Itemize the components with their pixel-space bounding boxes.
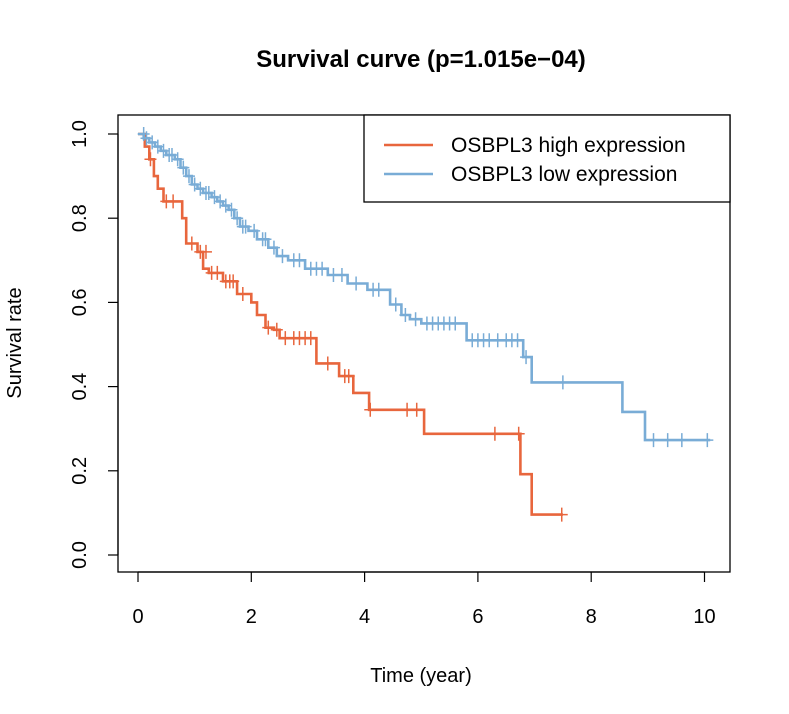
censor-mark: [199, 244, 212, 259]
legend: OSBPL3 high expression OSBPL3 low express…: [363, 114, 731, 203]
censor-mark: [342, 369, 355, 384]
censor-mark: [389, 297, 402, 312]
censor-mark: [520, 350, 533, 365]
censor-mark: [556, 375, 569, 390]
x-axis: 0 2 4 6 8 10: [132, 571, 716, 628]
censor-mark: [409, 312, 422, 327]
censor-mark: [701, 433, 714, 448]
censor-mark: [239, 219, 252, 234]
censor-mark: [364, 402, 377, 417]
censor-mark: [410, 402, 423, 417]
censor-mark: [335, 268, 348, 283]
censor-mark: [511, 333, 524, 348]
censor-mark: [262, 320, 275, 335]
y-axis-label: Survival rate: [4, 287, 26, 398]
x-axis-label: Time (year): [370, 665, 471, 687]
x-tick-label: 4: [359, 606, 370, 628]
censor-mark: [227, 274, 240, 289]
censor-mark: [276, 249, 289, 264]
y-tick-label: 0.8: [69, 204, 91, 232]
censor-mark: [647, 433, 660, 448]
censor-mark: [304, 331, 317, 346]
y-tick-label: 0.6: [69, 288, 91, 316]
censor-mark: [350, 276, 363, 291]
censor-mark: [248, 223, 261, 238]
legend-label: OSBPL3 high expression: [451, 134, 686, 157]
y-tick-label: 0.2: [69, 457, 91, 485]
x-tick-label: 2: [246, 606, 257, 628]
censor-mark: [171, 152, 184, 167]
censor-mark: [321, 356, 334, 371]
censor-mark: [185, 236, 198, 251]
x-tick-label: 10: [693, 606, 715, 628]
series-high-expression: [138, 132, 568, 522]
legend-box: [363, 114, 731, 203]
censor-mark: [231, 211, 244, 226]
y-tick-label: 1.0: [69, 120, 91, 148]
chart-title: Survival curve (p=1.015e−04): [256, 46, 586, 73]
x-tick-label: 8: [586, 606, 597, 628]
censor-mark: [675, 433, 688, 448]
legend-items: OSBPL3 high expression OSBPL3 low express…: [384, 134, 686, 186]
censor-mark: [211, 265, 224, 280]
censor-mark: [270, 322, 283, 337]
censor-mark: [512, 426, 525, 441]
censor-mark: [293, 253, 306, 268]
y-tick-label: 0.0: [69, 541, 91, 569]
censor-mark: [449, 316, 462, 331]
censor-mark: [555, 507, 568, 522]
censor-mark: [236, 286, 249, 301]
censor-mark: [225, 202, 238, 217]
censor-mark: [259, 232, 272, 247]
censor-mark: [316, 261, 329, 276]
censor-mark: [267, 240, 280, 255]
censor-mark: [144, 152, 157, 167]
y-tick-label: 0.4: [69, 373, 91, 401]
censor-mark: [488, 426, 501, 441]
x-tick-label: 6: [472, 606, 483, 628]
legend-label: OSBPL3 low expression: [451, 163, 677, 186]
censor-mark: [182, 169, 195, 184]
censor-mark: [399, 308, 412, 323]
censor-mark: [167, 194, 180, 209]
plot-area: [137, 127, 714, 522]
series-low-expression: [137, 127, 714, 448]
x-tick-label: 0: [132, 606, 143, 628]
y-axis: 0.0 0.2 0.4 0.6 0.8 1.0: [69, 120, 119, 569]
censor-mark: [177, 160, 190, 175]
censor-mark: [372, 282, 385, 297]
censor-mark: [661, 433, 674, 448]
